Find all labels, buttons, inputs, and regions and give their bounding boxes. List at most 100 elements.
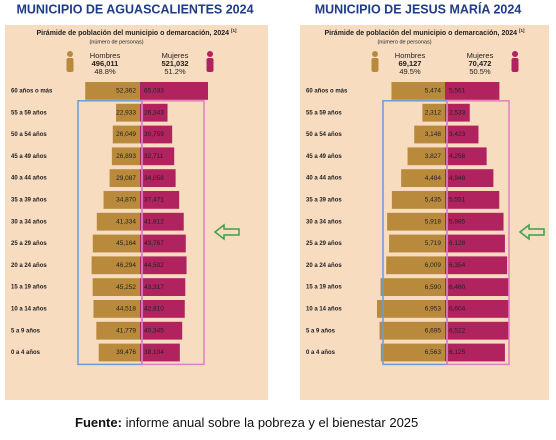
value-label: 5,551	[449, 197, 466, 204]
bar	[445, 234, 505, 253]
value-label: 34,058	[144, 175, 164, 182]
bar	[445, 321, 509, 340]
age-label: 25 a 29 años	[306, 241, 342, 247]
person-icon	[206, 58, 214, 72]
bar	[140, 278, 186, 296]
age-label: 10 a 14 años	[11, 306, 47, 312]
age-label: 60 años o más	[11, 88, 53, 94]
value-label: 43,317	[144, 284, 164, 291]
bar	[379, 321, 445, 340]
value-label: 30,759	[144, 131, 164, 138]
bar	[445, 191, 500, 209]
highlight	[141, 100, 205, 366]
age-label: 45 a 49 años	[11, 154, 47, 160]
note: (número de personas)	[377, 39, 431, 45]
value-label: 3,827	[425, 153, 442, 160]
person-icon	[371, 58, 379, 72]
bar	[407, 147, 445, 166]
subtitle-text: Pirámide de población del municipio o de…	[36, 30, 229, 37]
value-label: 6,354	[449, 262, 466, 269]
subtitle: Pirámide de población del municipio o de…	[36, 28, 237, 37]
person-icon	[512, 51, 518, 57]
value-label: 41,334	[116, 218, 136, 225]
value-label: 3,423	[449, 131, 466, 138]
value-label: 4,948	[449, 175, 466, 182]
bar	[140, 169, 176, 187]
bar	[140, 147, 175, 166]
age-label: 15 a 19 años	[11, 285, 47, 291]
bar	[96, 212, 140, 231]
footer-label: Fuente:	[75, 415, 122, 430]
bar	[445, 212, 504, 231]
person-icon	[372, 51, 378, 57]
bar	[401, 169, 445, 187]
bar	[391, 191, 445, 209]
value-label: 3,148	[425, 131, 442, 138]
age-label: 20 a 24 años	[306, 263, 342, 269]
bar	[445, 125, 479, 144]
value-label: 41,779	[116, 327, 136, 334]
age-label: 40 a 44 años	[11, 176, 47, 182]
bar	[92, 278, 140, 296]
subtitle-ref: [1]	[519, 28, 525, 33]
age-label: 30 a 34 años	[11, 219, 47, 225]
age-label: 55 a 59 años	[306, 110, 342, 116]
bar	[445, 82, 500, 100]
subtitle-text: Pirámide de población del municipio o de…	[324, 30, 517, 37]
legend-name: Mujeres	[467, 51, 494, 60]
bar	[387, 212, 445, 231]
value-label: 5,435	[425, 197, 442, 204]
age-label: 50 a 54 años	[11, 132, 47, 138]
bar	[111, 147, 140, 166]
value-label: 38,104	[144, 349, 164, 356]
footer: Fuente: informe anual sobre la pobreza y…	[75, 415, 418, 430]
value-label: 5,474	[425, 88, 442, 95]
value-label: 29,087	[116, 175, 136, 182]
value-label: 42,810	[144, 306, 164, 313]
age-label: 40 a 44 años	[306, 176, 342, 182]
legend-share: 50.5%	[469, 67, 491, 76]
value-label: 32,711	[144, 153, 164, 160]
value-label: 6,604	[449, 306, 466, 313]
value-label: 6,125	[449, 349, 466, 356]
bar	[140, 256, 187, 275]
bar	[386, 256, 445, 275]
value-label: 39,476	[116, 349, 136, 356]
value-label: 6,953	[425, 306, 442, 313]
value-label: 43,767	[144, 240, 164, 247]
value-label: 2,312	[425, 109, 442, 116]
value-label: 22,933	[116, 109, 136, 116]
subtitle: Pirámide de población del municipio o de…	[324, 28, 525, 37]
bar	[116, 103, 140, 122]
age-label: 0 a 4 años	[11, 350, 41, 356]
value-label: 6,009	[425, 262, 442, 269]
value-label: 34,870	[116, 197, 136, 204]
footer-text: informe anual sobre la pobreza y el bien…	[126, 415, 419, 430]
value-label: 46,294	[116, 262, 136, 269]
value-label: 6,480	[449, 284, 466, 291]
value-label: 5,985	[449, 218, 466, 225]
age-label: 0 a 4 años	[306, 350, 336, 356]
bar	[445, 256, 508, 275]
value-label: 26,343	[144, 109, 164, 116]
bar	[140, 234, 186, 253]
age-label: 50 a 54 años	[306, 132, 342, 138]
value-label: 26,049	[116, 131, 136, 138]
person-icon	[207, 51, 213, 57]
value-label: 6,522	[449, 327, 466, 334]
age-label: 45 a 49 años	[306, 154, 342, 160]
bar	[380, 278, 445, 296]
value-label: 6,590	[425, 284, 442, 291]
person-icon	[66, 58, 74, 72]
age-label: 10 a 14 años	[306, 306, 342, 312]
arrow	[213, 223, 240, 241]
bar	[91, 256, 140, 275]
age-label: 5 a 9 años	[306, 328, 336, 334]
age-label: 5 a 9 años	[11, 328, 41, 334]
age-label: 20 a 24 años	[11, 263, 47, 269]
bar	[140, 300, 185, 318]
note: (número de personas)	[89, 39, 143, 45]
bar	[445, 300, 510, 318]
age-label: 25 a 29 años	[11, 241, 47, 247]
